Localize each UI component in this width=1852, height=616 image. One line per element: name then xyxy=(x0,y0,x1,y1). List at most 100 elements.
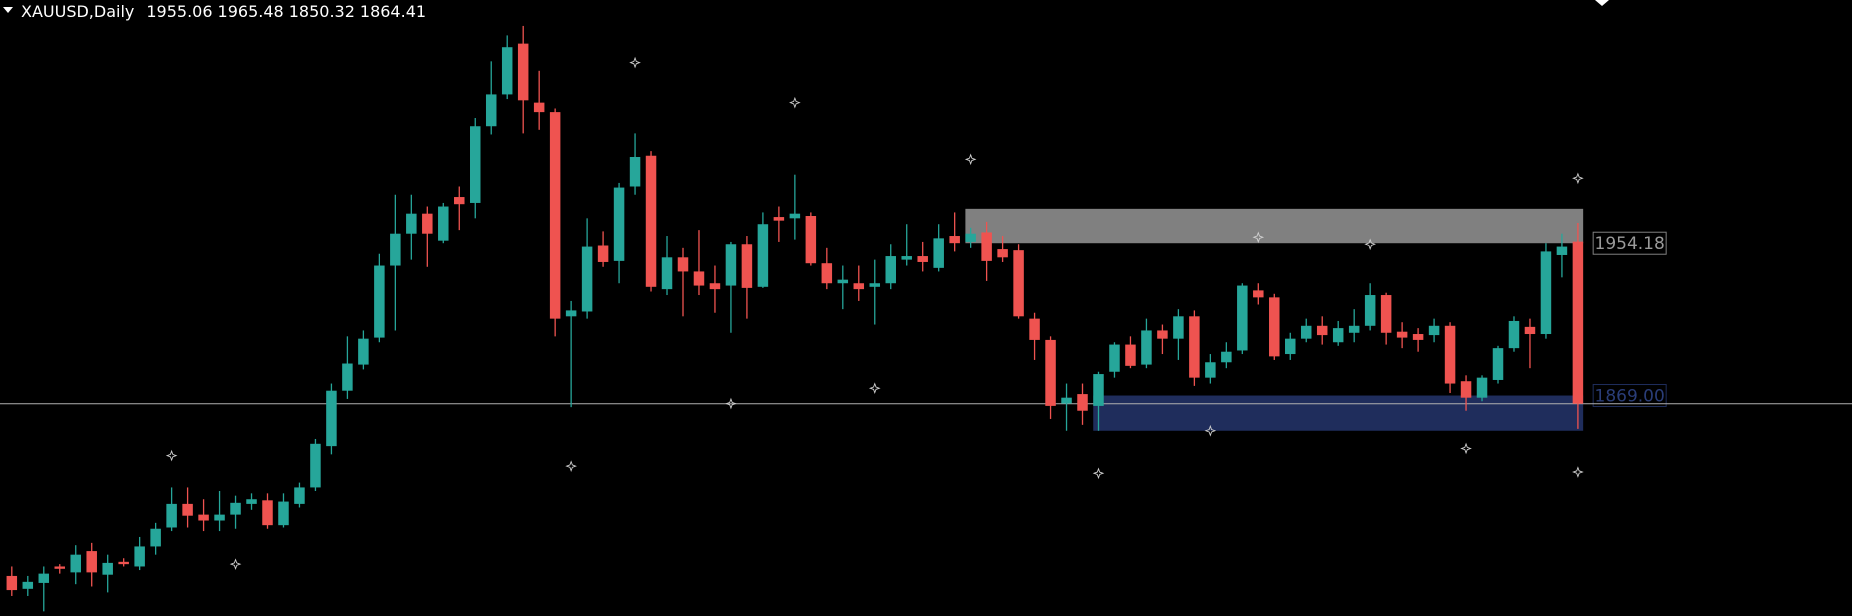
candle-body xyxy=(1205,362,1216,378)
candle-body xyxy=(805,216,817,264)
candle-body xyxy=(1476,377,1488,398)
fractal-marker xyxy=(1364,238,1376,251)
candle-body xyxy=(693,271,705,286)
candle-body xyxy=(118,561,129,565)
candle-body xyxy=(917,256,928,262)
candle-body xyxy=(1556,246,1568,255)
price-label: 1954.18 xyxy=(1595,234,1665,254)
candle-body xyxy=(406,213,417,234)
candle-body xyxy=(1141,330,1152,365)
candle-body xyxy=(661,257,673,290)
candle-body xyxy=(613,187,625,261)
symbol-title: XAUUSD,Daily xyxy=(21,2,134,21)
candle-body xyxy=(278,501,289,526)
candle-body xyxy=(517,43,529,101)
fractal-marker xyxy=(1252,231,1265,244)
candle-body xyxy=(1189,316,1200,378)
candle-body xyxy=(1572,241,1584,404)
candle-body xyxy=(454,197,465,205)
candle-body xyxy=(1444,325,1456,384)
candle-body xyxy=(182,503,193,516)
candle-body xyxy=(597,245,609,262)
candle-body xyxy=(294,487,305,504)
candle-body xyxy=(1508,320,1520,349)
candle-body xyxy=(1013,250,1024,317)
candle-body xyxy=(342,363,353,391)
candle-body xyxy=(645,155,657,287)
candle-body xyxy=(773,217,785,221)
candle-body xyxy=(677,257,689,272)
fractal-marker xyxy=(165,449,178,462)
fractal-marker xyxy=(868,382,881,395)
candle-body xyxy=(853,283,865,290)
candle-body xyxy=(1045,339,1056,406)
candle-body xyxy=(1173,316,1184,339)
candle-body xyxy=(725,244,737,286)
candle-body xyxy=(1269,297,1280,357)
ohlc-high: 1965.48 xyxy=(218,2,284,21)
candle-body xyxy=(166,503,177,528)
candle-body xyxy=(102,562,113,575)
candle-body xyxy=(1300,325,1312,339)
candle-body xyxy=(1364,295,1376,326)
candle-body xyxy=(1077,394,1088,411)
candle-body xyxy=(22,581,34,589)
candle-body xyxy=(1237,285,1248,351)
candle-body xyxy=(757,224,769,287)
fractal-marker xyxy=(1460,442,1472,455)
price-label: 1869.00 xyxy=(1595,387,1665,407)
candle-body xyxy=(469,126,481,203)
zone xyxy=(965,208,1584,244)
candle-body xyxy=(901,256,912,260)
candle-body xyxy=(869,283,881,287)
candle-body xyxy=(885,256,896,284)
collapse-icon[interactable] xyxy=(3,7,13,13)
ohlc-close: 1864.41 xyxy=(360,2,426,21)
fractal-marker xyxy=(229,558,242,570)
price-label-box xyxy=(1592,384,1667,408)
candle-body xyxy=(1428,325,1440,336)
fractal-marker xyxy=(1092,467,1105,480)
fractal-marker xyxy=(964,153,977,166)
candle-body xyxy=(965,233,976,242)
candle-body xyxy=(933,238,944,268)
candle-body xyxy=(1540,251,1552,335)
candle-body xyxy=(86,551,97,573)
ohlc-open: 1955.06 xyxy=(146,2,212,21)
candle-body xyxy=(214,514,225,521)
candle-body xyxy=(246,499,257,504)
candle-body xyxy=(438,206,449,241)
candle-body xyxy=(1109,344,1120,372)
fractal-marker xyxy=(1572,172,1584,185)
candle-body xyxy=(549,112,561,319)
candle-body xyxy=(54,566,66,569)
candle-body xyxy=(533,102,545,113)
fractal-marker xyxy=(789,96,801,109)
fractal-marker xyxy=(629,56,641,69)
candle-body xyxy=(38,573,50,583)
candle-body xyxy=(422,213,433,234)
scroll-marker xyxy=(1595,0,1609,6)
candle-body xyxy=(485,94,497,127)
zones: 1954.18 1869.00 xyxy=(965,208,1667,431)
candle-body xyxy=(821,263,833,284)
candle-body xyxy=(1380,295,1392,333)
candle-body xyxy=(837,279,849,284)
candle-body xyxy=(1221,351,1232,363)
candle-body xyxy=(134,546,145,567)
candle-body xyxy=(1460,381,1472,398)
candle-body xyxy=(501,47,513,95)
plot-area xyxy=(0,25,1852,612)
fractal-marker xyxy=(725,397,737,410)
candle-body xyxy=(741,244,753,288)
candle-body xyxy=(1332,328,1344,343)
candle-body xyxy=(1492,348,1504,380)
fractal-marker xyxy=(1572,466,1584,478)
candle-body xyxy=(326,390,337,447)
candle-body xyxy=(390,233,401,266)
candle-body xyxy=(1524,326,1536,335)
candle-body xyxy=(709,283,721,290)
candle-body xyxy=(1093,374,1104,406)
candle-body xyxy=(310,443,321,488)
